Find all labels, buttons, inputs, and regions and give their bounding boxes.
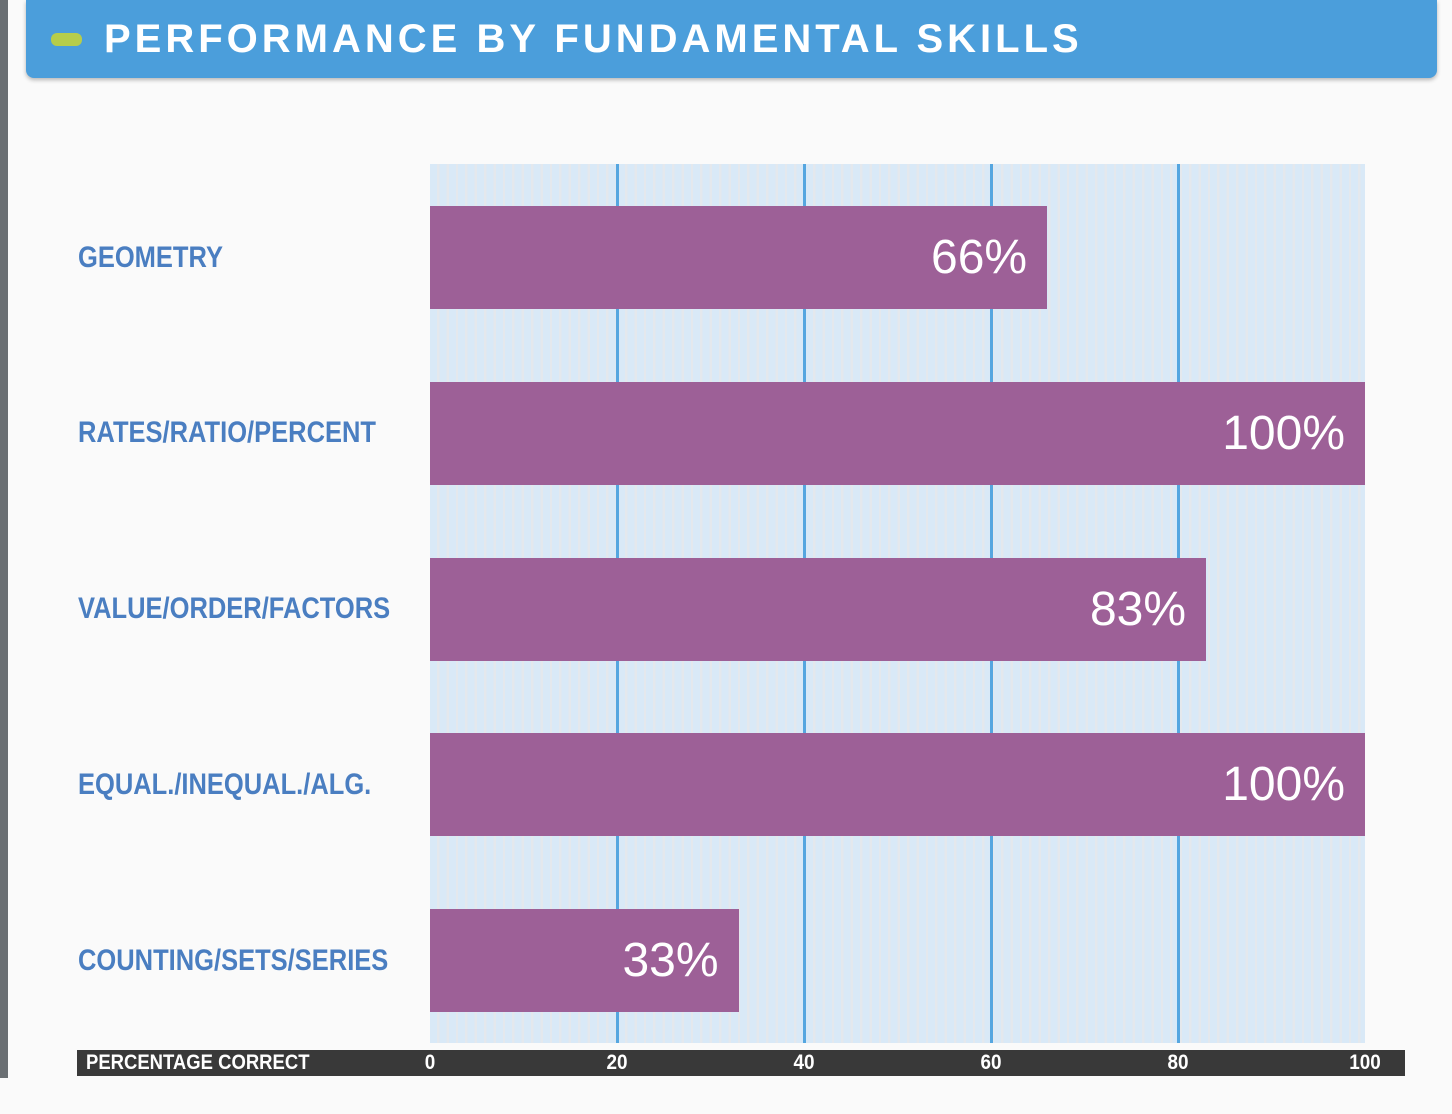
bar-value-label: 83% — [1089, 582, 1187, 636]
x-tick-label: 100 — [1349, 1051, 1381, 1074]
bar-value-label: 100% — [1222, 758, 1345, 812]
x-axis-title: PERCENTAGE CORRECT — [86, 1051, 310, 1074]
bar-row: 66% — [430, 206, 1048, 309]
category-label: EQUAL./INEQUAL./ALG. — [78, 767, 372, 801]
category-label: COUNTING/SETS/SERIES — [78, 943, 389, 977]
bar-value-label: 100% — [1222, 406, 1345, 460]
category-label: RATES/RATIO/PERCENT — [78, 416, 376, 450]
plot-area: 66% 100% 83% 100% 33% — [430, 164, 1365, 1043]
x-axis-bar: PERCENTAGE CORRECT 0 20 40 60 80 100 — [77, 1050, 1405, 1076]
bar-value-label: 33% — [622, 934, 719, 988]
dash-icon — [51, 32, 82, 46]
window-edge-strip — [0, 0, 8, 1078]
bar-row: 33% — [430, 909, 739, 1013]
bar-row: 100% — [430, 733, 1365, 837]
category-label: GEOMETRY — [78, 240, 223, 274]
page-title: PERFORMANCE BY FUNDAMENTAL SKILLS — [104, 16, 1083, 61]
bar-row: 100% — [430, 381, 1365, 485]
x-tick-label: 60 — [980, 1051, 1002, 1074]
bar-value-label: 66% — [931, 231, 1028, 284]
x-tick-label: 40 — [793, 1051, 815, 1074]
x-tick-label: 80 — [1167, 1051, 1189, 1074]
x-tick-label: 0 — [424, 1051, 436, 1074]
section-header: PERFORMANCE BY FUNDAMENTAL SKILLS — [26, 0, 1437, 78]
category-label: VALUE/ORDER/FACTORS — [78, 592, 391, 626]
bar-row: 83% — [430, 557, 1207, 661]
x-tick-label: 20 — [606, 1051, 628, 1074]
